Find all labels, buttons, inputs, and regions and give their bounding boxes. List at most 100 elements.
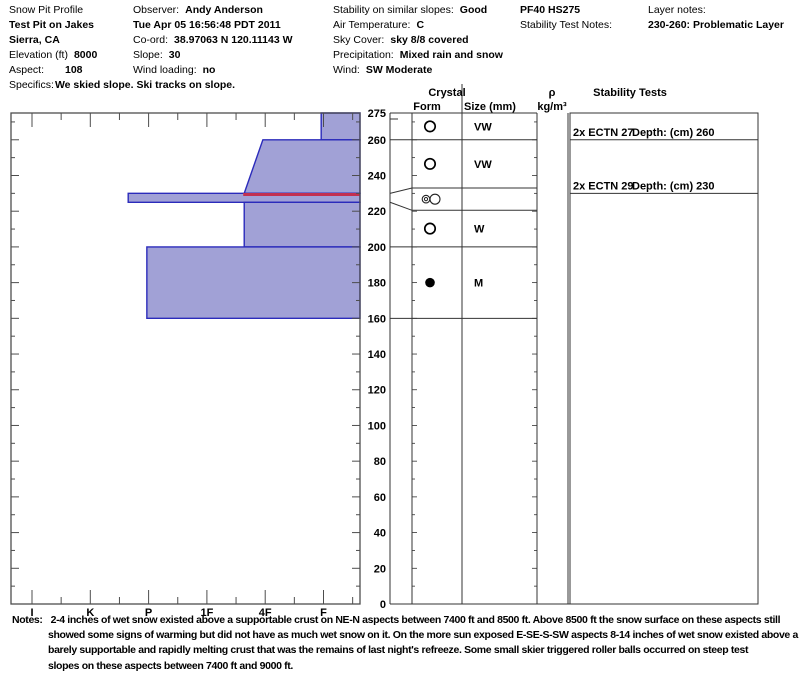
aspect-value: 108 xyxy=(65,64,83,76)
header-col-tests: PF40 HS275 Stability Test Notes: xyxy=(520,3,612,33)
precip-value: Mixed rain and snow xyxy=(399,49,503,61)
snow-layer xyxy=(146,246,361,320)
grain-form-filled-circle-icon xyxy=(425,277,435,288)
depth-axis-label: 160 xyxy=(368,313,386,325)
rho-unit-header: kg/m³ xyxy=(537,101,567,113)
stability-tests-header: Stability Tests xyxy=(593,87,667,99)
hardness-axis-label: F xyxy=(320,607,327,619)
callout-line xyxy=(389,201,413,211)
pit-location: Sierra, CA xyxy=(9,34,60,46)
hardness-axis-label: I xyxy=(30,607,33,619)
grain-size-value: VW xyxy=(474,159,492,171)
aspect-row: Aspect: 108 xyxy=(9,63,235,78)
depth-axis-label: 120 xyxy=(368,385,386,397)
layer-notes-value: 230-260: Problematic Layer xyxy=(648,19,784,31)
depth-axis-label: 180 xyxy=(368,278,386,290)
coord-label: Co-ord: xyxy=(133,34,169,46)
grain-size-value: M xyxy=(474,278,483,290)
elevation-label: Elevation (ft) xyxy=(9,49,68,61)
wind-loading-value: no xyxy=(202,64,216,76)
wind-label: Wind: xyxy=(333,64,360,76)
axis-ticks xyxy=(11,113,360,604)
grain-form-open-circle-icon xyxy=(423,222,437,235)
air-temp-value: C xyxy=(416,19,425,31)
slope-value: 30 xyxy=(168,49,181,61)
hardness-axis-label: P xyxy=(145,607,152,619)
grain-size-value: VW xyxy=(474,121,492,133)
header-col-layer-notes: Layer notes: 230-260: Problematic Layer xyxy=(648,3,784,33)
datetime-value: Tue Apr 05 16:56:48 PDT 2011 xyxy=(133,19,281,31)
snow-layer xyxy=(243,139,361,195)
slope-row: Slope: 30 xyxy=(133,48,293,63)
grain-size-value: W xyxy=(474,224,485,236)
notes-label: Notes: xyxy=(12,614,43,626)
notes-text-4: slopes on these aspects between 7400 ft … xyxy=(48,659,293,672)
sky-cover-label: Sky Cover: xyxy=(333,34,385,46)
depth-axis-label: 100 xyxy=(368,420,386,432)
specifics-value: We skied slope. Ski tracks on slope. xyxy=(54,79,236,91)
snow-layers xyxy=(127,112,361,320)
snow-layer xyxy=(243,201,361,248)
hardness-axis-label: 1F xyxy=(200,607,213,619)
wind-loading-row: Wind loading: no xyxy=(133,63,293,78)
form-header: Form xyxy=(413,101,441,113)
header-col-observer: Observer: Andy Anderson Tue Apr 05 16:56:… xyxy=(133,3,293,78)
stability-test-result: 2x ECTN 29 xyxy=(573,180,634,192)
precip-label: Precipitation: xyxy=(333,49,394,61)
elevation-row: Elevation (ft) 8000 xyxy=(9,48,235,63)
notes-line: Notes: 2-4 inches of wet snow existed abo… xyxy=(12,613,798,628)
specifics-label: Specifics: xyxy=(9,79,54,91)
depth-axis-label: 80 xyxy=(374,456,386,468)
hardness-axis-label: K xyxy=(86,607,94,619)
slope-label: Slope: xyxy=(133,49,163,61)
crystal-table-grid xyxy=(389,84,758,605)
stability-test-depth: Depth: (cm) 230 xyxy=(632,180,715,192)
header-col-pit: Snow Pit Profile Test Pit on Jakes Sierr… xyxy=(9,3,235,93)
depth-axis-label: 220 xyxy=(368,206,386,218)
depth-axis-label: 0 xyxy=(380,599,386,611)
grain-form-open-circle-icon xyxy=(423,120,437,133)
grain-form-symbols: VW VW W M xyxy=(421,120,492,290)
notes-text-3: barely supportable and rapidly melting c… xyxy=(48,644,749,657)
notes-text-1: 2-4 inches of wet snow existed above a s… xyxy=(50,614,781,626)
depth-axis-label: 20 xyxy=(374,563,386,575)
report-title: Snow Pit Profile xyxy=(9,4,84,16)
stability-label: Stability on similar slopes: xyxy=(333,4,454,16)
observer-value: Andy Anderson xyxy=(185,4,263,16)
air-temp-row: Air Temperature: C xyxy=(333,18,503,33)
depth-axis-label: 240 xyxy=(368,170,386,182)
crystal-header: Crystal xyxy=(428,87,465,99)
stability-test-notes-label: Stability Test Notes: xyxy=(520,19,613,31)
observer-row: Observer: Andy Anderson xyxy=(133,3,293,18)
stability-row: Stability on similar slopes: Good xyxy=(333,3,503,18)
depth-axis-label: 40 xyxy=(374,528,386,540)
coord-row: Co-ord: 38.97063 N 120.11143 W xyxy=(133,33,293,48)
header-col-conditions: Stability on similar slopes: Good Air Tem… xyxy=(333,3,503,78)
air-temp-label: Air Temperature: xyxy=(333,19,411,31)
grain-form-melt-freeze-crust-icon xyxy=(421,193,441,205)
pf-hs-value: PF40 HS275 xyxy=(520,4,581,16)
sky-cover-value: sky 8/8 covered xyxy=(390,34,469,46)
size-header: Size (mm) xyxy=(464,101,516,113)
stability-value: Good xyxy=(459,4,488,16)
rho-header: ρ xyxy=(549,87,556,99)
observer-label: Observer: xyxy=(133,4,180,16)
depth-axis-label: 200 xyxy=(368,242,386,254)
stability-tests-box xyxy=(569,112,759,605)
grain-form-open-circle-icon xyxy=(423,157,437,170)
snow-layer xyxy=(320,112,361,141)
wind-value: SW Moderate xyxy=(365,64,433,76)
precip-row: Precipitation: Mixed rain and snow xyxy=(333,48,503,63)
aspect-label: Aspect: xyxy=(9,64,45,76)
notes-text-2: showed some signs of warming but did not… xyxy=(48,629,798,642)
depth-axis-label: 140 xyxy=(368,349,386,361)
layer-notes-label: Layer notes: xyxy=(648,4,706,16)
stability-test-result: 2x ECTN 27 xyxy=(573,127,634,139)
depth-axis-label: 60 xyxy=(374,492,386,504)
specifics-row: Specifics:We skied slope. Ski tracks on … xyxy=(9,78,235,93)
hardness-axis-label: 4F xyxy=(259,607,272,619)
depth-axis-label: 260 xyxy=(368,135,386,147)
coord-value: 38.97063 N 120.11143 W xyxy=(174,34,293,46)
